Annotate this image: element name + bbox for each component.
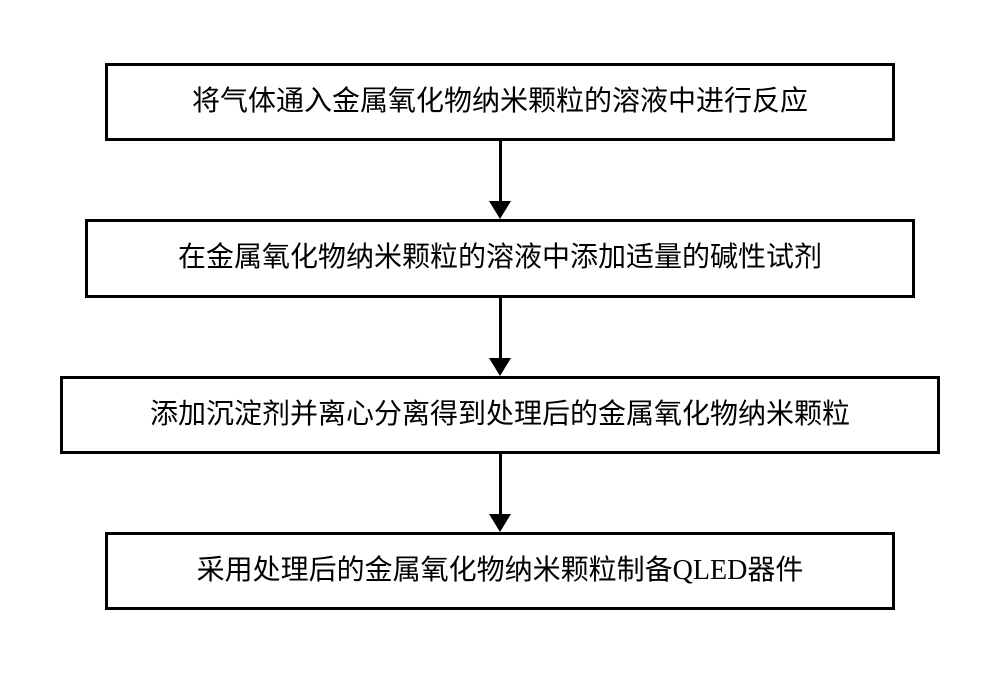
step-label: 将气体通入金属氧化物纳米颗粒的溶液中进行反应 xyxy=(192,84,808,120)
flowchart-arrow xyxy=(489,298,511,376)
flowchart-step-1: 将气体通入金属氧化物纳米颗粒的溶液中进行反应 xyxy=(105,63,895,141)
arrow-line xyxy=(499,141,502,201)
flowchart-step-3: 添加沉淀剂并离心分离得到处理后的金属氧化物纳米颗粒 xyxy=(60,376,940,454)
arrow-head-icon xyxy=(489,514,511,532)
step-label: 添加沉淀剂并离心分离得到处理后的金属氧化物纳米颗粒 xyxy=(150,397,850,433)
flowchart-step-2: 在金属氧化物纳米颗粒的溶液中添加适量的碱性试剂 xyxy=(85,219,915,297)
arrow-head-icon xyxy=(489,358,511,376)
arrow-head-icon xyxy=(489,201,511,219)
flowchart-step-4: 采用处理后的金属氧化物纳米颗粒制备QLED器件 xyxy=(105,532,895,610)
flowchart-arrow xyxy=(489,454,511,532)
arrow-line xyxy=(499,454,502,514)
flowchart-container: 将气体通入金属氧化物纳米颗粒的溶液中进行反应 在金属氧化物纳米颗粒的溶液中添加适… xyxy=(20,63,980,611)
flowchart-arrow xyxy=(489,141,511,219)
step-label: 采用处理后的金属氧化物纳米颗粒制备QLED器件 xyxy=(197,553,804,589)
step-label: 在金属氧化物纳米颗粒的溶液中添加适量的碱性试剂 xyxy=(178,240,822,276)
arrow-line xyxy=(499,298,502,358)
